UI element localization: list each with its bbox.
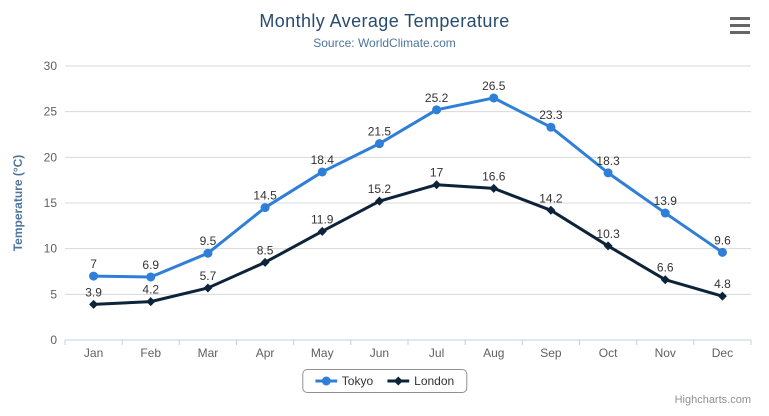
london-point-oct[interactable] xyxy=(603,241,613,251)
data-label: 26.5 xyxy=(482,79,506,93)
y-axis-label: 5 xyxy=(50,287,57,301)
legend-item-london[interactable]: London xyxy=(387,374,454,388)
data-label: 18.3 xyxy=(596,154,620,168)
data-label: 23.3 xyxy=(539,108,563,122)
london-point-apr[interactable] xyxy=(260,257,270,267)
legend-item-tokyo[interactable]: Tokyo xyxy=(314,374,374,388)
y-axis-title: Temperature (°C) xyxy=(11,155,25,252)
london-point-dec[interactable] xyxy=(717,291,727,301)
x-axis-label: Apr xyxy=(256,346,275,360)
data-label: 9.6 xyxy=(714,233,731,247)
data-label: 4.2 xyxy=(142,283,159,297)
y-axis-label: 15 xyxy=(44,196,58,210)
london-series-line[interactable] xyxy=(92,183,724,306)
tokyo-series-line[interactable] xyxy=(92,96,724,279)
y-axis-label: 0 xyxy=(50,333,57,347)
tokyo-point-feb[interactable] xyxy=(146,272,156,282)
x-axis-label: Jun xyxy=(370,346,389,360)
tokyo-point-mar[interactable] xyxy=(203,248,213,258)
tokyo-point-sep[interactable] xyxy=(546,122,556,132)
x-axis-label: Sep xyxy=(540,346,562,360)
credits-link[interactable]: Highcharts.com xyxy=(674,394,751,406)
tokyo-legend-marker-icon xyxy=(314,376,337,386)
data-label: 15.2 xyxy=(368,182,392,196)
data-label: 6.6 xyxy=(657,261,674,275)
data-label: 14.2 xyxy=(539,191,563,205)
x-axis-label: Feb xyxy=(140,346,161,360)
london-point-sep[interactable] xyxy=(546,205,556,215)
data-label: 14.5 xyxy=(253,189,277,203)
tokyo-point-dec[interactable] xyxy=(717,247,727,257)
legend-label-london: London xyxy=(414,374,455,388)
y-axis-label: 20 xyxy=(44,150,58,164)
london-point-mar[interactable] xyxy=(203,283,213,293)
tokyo-point-apr[interactable] xyxy=(260,203,270,213)
tokyo-point-oct[interactable] xyxy=(603,168,613,178)
x-axis-label: Jul xyxy=(429,346,444,360)
x-axis-label: Dec xyxy=(712,346,733,360)
data-label: 4.8 xyxy=(714,277,731,291)
tokyo-point-jul[interactable] xyxy=(432,105,442,115)
x-axis-label: Nov xyxy=(655,346,676,360)
london-legend-marker-icon xyxy=(387,376,410,386)
y-axis-label: 25 xyxy=(44,105,58,119)
data-label: 17 xyxy=(430,166,444,180)
legend-label-tokyo: Tokyo xyxy=(341,374,374,388)
tokyo-point-aug[interactable] xyxy=(489,93,499,103)
tokyo-point-may[interactable] xyxy=(317,167,327,177)
export-menu-button[interactable] xyxy=(730,17,750,34)
london-point-jun[interactable] xyxy=(374,196,384,206)
london-point-aug[interactable] xyxy=(489,183,499,193)
data-label: 11.9 xyxy=(311,212,334,226)
data-label: 5.7 xyxy=(200,269,217,283)
data-label: 10.3 xyxy=(596,227,620,241)
data-label: 3.9 xyxy=(85,285,102,299)
legend: Tokyo London xyxy=(301,369,468,393)
data-label: 18.4 xyxy=(311,153,335,167)
data-label: 9.5 xyxy=(200,234,217,248)
x-axis-label: Mar xyxy=(198,346,219,360)
chart-title: Monthly Average Temperature xyxy=(259,11,510,31)
x-axis-label: Oct xyxy=(599,346,618,360)
tokyo-point-nov[interactable] xyxy=(660,208,670,218)
data-label: 16.6 xyxy=(482,169,506,183)
x-axis-label: Aug xyxy=(483,346,504,360)
london-point-feb[interactable] xyxy=(146,297,156,307)
data-label: 25.2 xyxy=(425,91,449,105)
data-label: 13.9 xyxy=(654,194,678,208)
data-label: 6.9 xyxy=(142,258,159,272)
data-label: 7 xyxy=(90,257,97,271)
x-axis-label: Jan xyxy=(84,346,103,360)
tokyo-point-jan[interactable] xyxy=(89,271,99,281)
data-label: 8.5 xyxy=(257,243,274,257)
y-axis-label: 30 xyxy=(44,59,58,73)
tokyo-point-jun[interactable] xyxy=(374,139,384,149)
london-point-nov[interactable] xyxy=(660,275,670,285)
y-axis-label: 10 xyxy=(44,242,58,256)
chart-subtitle: Source: WorldClimate.com xyxy=(313,36,456,50)
data-label: 21.5 xyxy=(368,125,392,139)
london-point-may[interactable] xyxy=(317,226,327,236)
x-axis-label: May xyxy=(311,346,334,360)
london-point-jan[interactable] xyxy=(89,299,99,309)
london-point-jul[interactable] xyxy=(432,180,442,190)
